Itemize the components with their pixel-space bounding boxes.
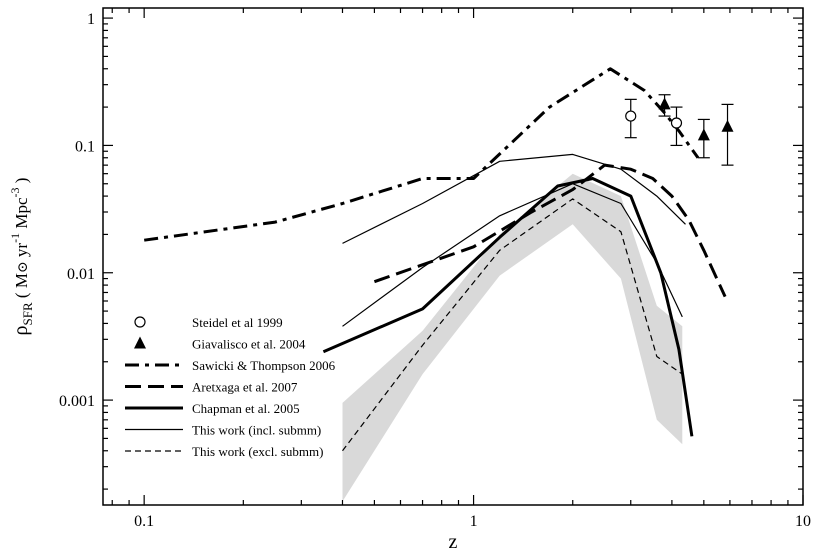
x-tick-label: 10 [795, 513, 811, 530]
y-tick-label: 0.001 [59, 393, 95, 410]
legend-label: Steidel et al 1999 [192, 315, 283, 330]
series-line-1 [373, 163, 727, 298]
x-tick-label: 0.1 [134, 513, 154, 530]
series-line-2 [322, 177, 694, 437]
plot-frame [102, 7, 804, 506]
y-tick-label: 1 [87, 11, 95, 28]
x-tick-label: 1 [470, 513, 478, 530]
series-line-4 [342, 183, 683, 327]
legend-entry-2: Sawicki & Thompson 2006 [125, 358, 336, 373]
legend-label: This work (incl. submm) [192, 423, 321, 438]
triangle-marker [721, 119, 734, 132]
x-axis-label: z [449, 531, 458, 553]
series-line-0 [143, 67, 700, 242]
legend-label: This work (excl. submm) [192, 444, 323, 459]
series-line-3 [342, 153, 686, 244]
data-point-1-1 [697, 118, 710, 159]
y-tick-label: 0.1 [75, 138, 95, 155]
triangle-marker [658, 97, 671, 110]
legend-circle-marker [134, 316, 146, 328]
triangle-marker [697, 128, 710, 141]
legend-entry-0: Steidel et al 1999 [134, 315, 283, 330]
legend-label: Giavalisco et al. 2004 [192, 337, 306, 352]
legend-entry-6: This work (excl. submm) [125, 444, 323, 459]
uncertainty-band [342, 173, 683, 502]
y-tick-label: 0.01 [67, 266, 95, 283]
data-point-0-0 [624, 98, 637, 139]
legend-label: Chapman et al. 2005 [192, 401, 300, 416]
series-line-5 [342, 198, 683, 452]
circle-marker [625, 110, 637, 122]
legend-entry-4: Chapman et al. 2005 [125, 401, 300, 416]
data-point-1-2 [721, 103, 734, 166]
legend-entry-1: Giavalisco et al. 2004 [134, 336, 306, 352]
legend-triangle-marker [134, 336, 146, 349]
data-point-0-1 [670, 106, 683, 147]
circle-marker [670, 117, 683, 129]
legend-entry-3: Aretxaga et al. 2007 [125, 380, 298, 395]
legend-label: Aretxaga et al. 2007 [192, 380, 298, 395]
y-axis-label: ρSFR ( M⊙ yr-1 Mpc-3 ) [8, 178, 35, 336]
legend-label: Sawicki & Thompson 2006 [192, 358, 336, 373]
legend-entry-5: This work (incl. submm) [125, 423, 321, 438]
data-point-1-0 [658, 94, 671, 117]
